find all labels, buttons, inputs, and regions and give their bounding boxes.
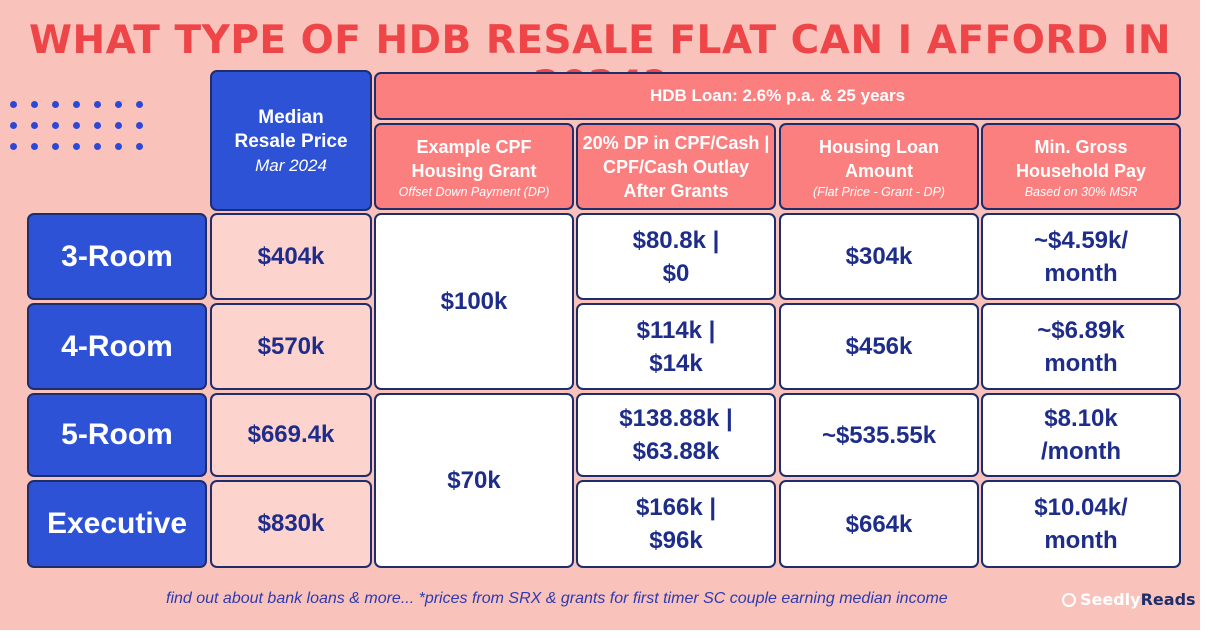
logo-text: SeedlyReads (1080, 590, 1196, 609)
decorative-dot (52, 122, 59, 129)
seedly-logo-icon (1062, 592, 1076, 607)
pay-5-room-line1: $8.10k (1044, 405, 1118, 432)
row-label-3-room: 3-Room (27, 213, 207, 300)
downpayment-executive-line1: $166k | (635, 494, 717, 521)
decorative-dot (94, 122, 101, 129)
decorative-dot (52, 143, 59, 150)
decorative-dot (73, 143, 80, 150)
pay-executive: $10.04k/ month (981, 480, 1181, 568)
decorative-dot (73, 101, 80, 108)
decorative-dot (31, 101, 38, 108)
header-grant-title: Example CPF Housing Grant (411, 136, 537, 181)
downpayment-3-room-line1: $80.8k | (632, 226, 720, 254)
grant-5-room-executive: $70k (374, 393, 574, 568)
loan-executive: $664k (779, 480, 979, 568)
header-pay: Min. Gross Household Pay Based on 30% MS… (981, 123, 1181, 210)
price-executive: $830k (210, 480, 372, 568)
price-4-room: $570k (210, 303, 372, 390)
header-median-title: Median Resale Price (234, 106, 348, 152)
downpayment-5-room: $138.88k | $63.88k (576, 393, 776, 477)
downpayment-4-room-line1: $114k | (636, 316, 716, 344)
downpayment-5-room-line1: $138.88k | (619, 405, 733, 432)
price-3-room: $404k (210, 213, 372, 300)
header-grant: Example CPF Housing Grant Offset Down Pa… (374, 123, 574, 210)
decorative-dot (115, 143, 122, 150)
header-loan-sub: (Flat Price - Grant - DP) (813, 184, 945, 199)
header-downpayment: 20% DP in CPF/Cash | CPF/Cash Outlay Aft… (576, 123, 776, 210)
downpayment-executive-line2: $96k (649, 527, 703, 554)
header-loan: Housing Loan Amount (Flat Price - Grant … (779, 123, 979, 210)
decorative-dot (52, 101, 59, 108)
pay-executive-line2: month (1044, 527, 1118, 554)
downpayment-executive: $166k | $96k (576, 480, 776, 568)
pay-executive-line1: $10.04k/ (1034, 494, 1128, 521)
header-median-price: Median Resale Price Mar 2024 (210, 70, 372, 211)
grant-3-4-room: $100k (374, 213, 574, 390)
downpayment-5-room-line2: $63.88k (632, 438, 720, 465)
loan-3-room: $304k (779, 213, 979, 300)
pay-3-room-line2: month (1044, 259, 1118, 287)
pay-4-room-line2: month (1044, 349, 1118, 377)
decorative-dot (10, 143, 17, 150)
decorative-dot (73, 122, 80, 129)
downpayment-4-room: $114k | $14k (576, 303, 776, 390)
price-5-room: $669.4k (210, 393, 372, 477)
pay-3-room-line1: ~$4.59k/ (1033, 226, 1129, 254)
decorative-dot (136, 122, 143, 129)
decorative-dot (136, 143, 143, 150)
decorative-dot (10, 122, 17, 129)
header-pay-sub: Based on 30% MSR (1024, 184, 1138, 199)
decorative-dots (10, 101, 145, 153)
decorative-dot (10, 101, 17, 108)
loan-4-room: $456k (779, 303, 979, 390)
downpayment-3-room-line2: $0 (662, 259, 690, 287)
loan-banner-text: HDB Loan: 2.6% p.a. & 25 years (649, 86, 906, 105)
decorative-dot (31, 143, 38, 150)
header-loan-title: Housing Loan Amount (819, 136, 939, 181)
header-grant-sub: Offset Down Payment (DP) (398, 184, 550, 199)
footer-note: find out about bank loans & more... *pri… (166, 590, 948, 607)
decorative-dot (115, 122, 122, 129)
pay-5-room-line2: /month (1041, 438, 1121, 465)
decorative-dot (31, 122, 38, 129)
pay-4-room: ~$6.89k month (981, 303, 1181, 390)
seedly-reads-logo: SeedlyReads (1062, 590, 1196, 609)
pay-5-room: $8.10k /month (981, 393, 1181, 477)
header-loan-banner: HDB Loan: 2.6% p.a. & 25 years (374, 72, 1181, 120)
pay-4-room-line1: ~$6.89k (1037, 316, 1125, 344)
loan-5-room: ~$535.55k (779, 393, 979, 477)
header-downpayment-title: 20% DP in CPF/Cash | CPF/Cash Outlay Aft… (582, 132, 770, 201)
decorative-dot (94, 143, 101, 150)
row-label-5-room: 5-Room (27, 393, 207, 477)
header-pay-title: Min. Gross Household Pay (1015, 136, 1147, 181)
header-median-sub: Mar 2024 (255, 155, 327, 175)
decorative-dot (94, 101, 101, 108)
row-label-executive: Executive (27, 480, 207, 568)
decorative-dot (136, 101, 143, 108)
downpayment-4-room-line2: $14k (649, 349, 703, 377)
downpayment-3-room: $80.8k | $0 (576, 213, 776, 300)
pay-3-room: ~$4.59k/ month (981, 213, 1181, 300)
row-label-4-room: 4-Room (27, 303, 207, 390)
decorative-dot (115, 101, 122, 108)
